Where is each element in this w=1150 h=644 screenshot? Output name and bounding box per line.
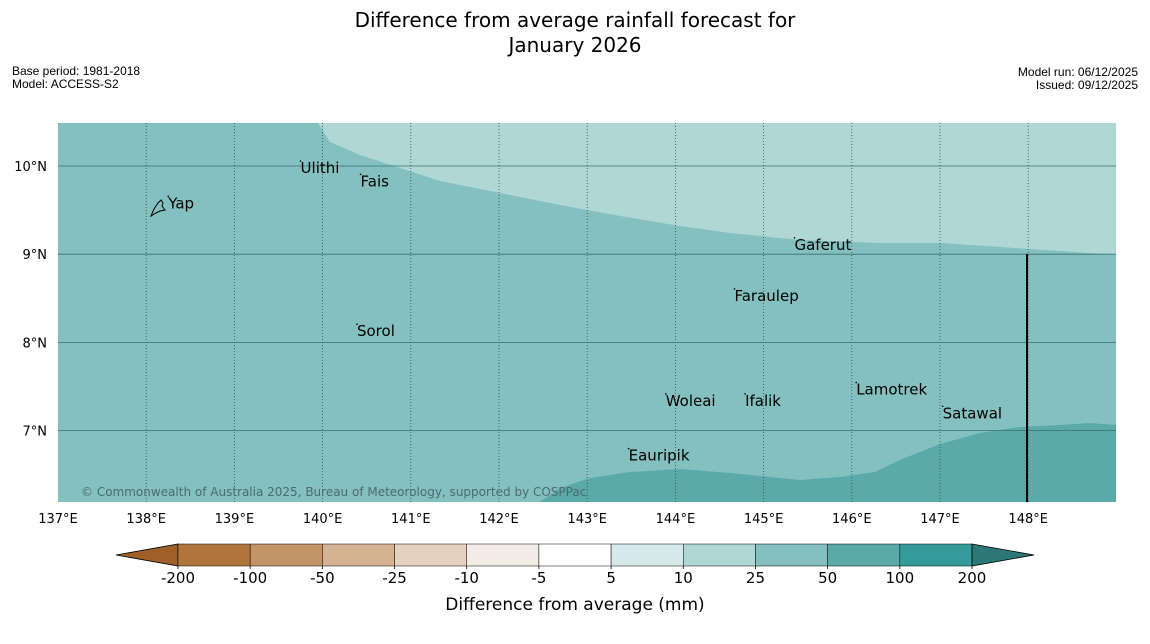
longitude-labels: 137°E 138°E 139°E 140°E 141°E 142°E 143°E 144°E… [38,512,1048,527]
colorbar-segment [683,543,756,567]
lon-label: 137°E [38,512,78,527]
place-label: Ulithi [301,159,340,177]
place-label: Ifalik [745,392,781,410]
place-label: Satawal [943,404,1002,422]
colorbar-tick-label: -10 [454,569,479,587]
band-50-100-area [540,423,1116,502]
colorbar-tick-label: -200 [161,569,195,587]
colorbar-segment [610,543,684,567]
colorbar-segment [827,543,901,567]
place-label: Sorol [357,322,395,340]
place-label: Lamotrek [856,380,927,398]
place-label: Eauripik [629,447,690,465]
lon-label: 147°E [920,512,960,527]
lon-label: 145°E [744,512,784,527]
issued-text: Issued: 09/12/2025 [1035,78,1138,92]
run-info: Model run: 06/12/2025 Issued: 09/12/2025 [1018,66,1138,92]
latitude-labels: 10°N 9°N 8°N 7°N [14,160,47,440]
colorbar-segment [322,543,395,567]
lat-label: 10°N [14,160,47,175]
place-marker [941,405,944,408]
place-label: Woleai [666,392,716,410]
lon-label: 143°E [567,512,607,527]
colorbar-tick-label: 25 [746,569,765,587]
colorbar-segment [466,543,540,567]
colorbar-segment [899,543,973,567]
colorbar-extend-high [971,543,1035,567]
model-text: Model: ACCESS-S2 [12,77,119,91]
copyright-text: © Commonwealth of Australia 2025, Bureau… [81,485,586,499]
place-label: Faraulep [734,287,798,305]
colorbar-tick-label: -25 [382,569,407,587]
colorbar-tick-label: 5 [606,569,616,587]
colorbar-tick-label: 100 [885,569,914,587]
place-marker [664,393,667,395]
colorbar-segment [755,543,828,567]
colorbar-legend: -200 -100 -50 -25 -10 -5 5 10 25 50 100 200 [115,543,1035,587]
lon-label: 138°E [126,512,166,527]
place-marker [356,323,358,326]
lon-label: 141°E [391,512,431,527]
model-run-text: Model run: 06/12/2025 [1017,65,1138,79]
colorbar-tick-label: 50 [818,569,837,587]
place-labels: Ulithi Fais Yap Gaferut Faraulep Sorol Lamotre… [167,159,1002,465]
lat-label: 8°N [23,336,48,351]
legend-title: Difference from average (mm) [445,595,704,615]
lon-label: 144°E [656,512,696,527]
lon-label: 139°E [215,512,255,527]
lat-label: 9°N [23,248,48,263]
graticule [58,123,1116,502]
place-marker [167,195,170,198]
band-10-25-area [318,123,1116,255]
place-label: Yap [167,194,194,212]
place-marker [627,447,630,450]
chart-title-line1: Difference from average rainfall forecas… [354,8,796,32]
colorbar-tick-label: -100 [233,569,267,587]
lon-label: 146°E [832,512,872,527]
place-marker [744,393,746,395]
colorbar-tick-label: -5 [531,569,546,587]
colorbar-segment [177,543,251,567]
colorbar-tick-label: -50 [310,569,335,587]
place-label: Fais [361,172,390,190]
yap-island-outline [149,199,166,218]
place-marker [855,381,858,384]
colorbar-tick-label: 10 [674,569,693,587]
lon-label: 140°E [303,512,343,527]
lat-label: 7°N [23,425,48,440]
colorbar-extend-low [115,543,179,567]
place-marker [793,236,796,239]
colorbar-tick-label: 200 [958,569,987,587]
lon-label: 142°E [479,512,519,527]
place-marker [299,160,302,162]
base-info: Base period: 1981-2018 Model: ACCESS-S2 [12,65,140,91]
chart-title: Difference from average rainfall forecas… [0,8,1150,58]
colorbar-segment [249,543,323,567]
base-period-text: Base period: 1981-2018 [12,64,141,78]
chart-title-line2: January 2026 [508,33,642,57]
place-label: Gaferut [794,236,851,254]
place-marker [359,173,362,176]
colorbar-segment [538,543,612,567]
colorbar-segment [394,543,467,567]
lon-label: 148°E [1008,512,1048,527]
place-marker [733,288,736,290]
